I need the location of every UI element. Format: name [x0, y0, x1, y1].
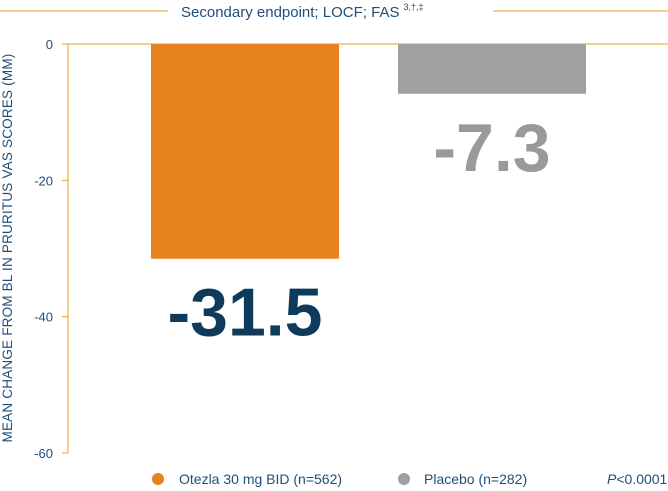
- y-tick-label: 0: [46, 37, 53, 52]
- subtitle-superscript: 3,†,‡: [403, 2, 423, 12]
- legend-label-placebo: Placebo (n=282): [424, 471, 527, 487]
- y-tick-label: -40: [34, 310, 53, 325]
- bars: [151, 44, 586, 259]
- data-label-placebo: -7.3: [433, 110, 550, 186]
- y-tick-label: -60: [34, 446, 53, 461]
- legend-swatch-otezla: [152, 473, 164, 485]
- y-tick-label: -20: [34, 173, 53, 188]
- legend-label-otezla: Otezla 30 mg BID (n=562): [179, 471, 342, 487]
- legend: Otezla 30 mg BID (n=562) Placebo (n=282): [152, 471, 527, 487]
- bar-otezla: [151, 44, 339, 259]
- y-ticks: 0 -20 -40 -60: [34, 37, 68, 461]
- data-labels: -31.5 -7.3: [168, 110, 551, 351]
- data-label-otezla: -31.5: [168, 275, 323, 351]
- chart-subtitle: Secondary endpoint; LOCF; FAS 3,†,‡: [181, 2, 423, 21]
- legend-swatch-placebo: [398, 473, 410, 485]
- p-value-annotation: P<0.0001: [607, 471, 668, 487]
- bar-placebo: [398, 44, 586, 94]
- y-axis-title: MEAN CHANGE FROM BL IN PRURITUS VAS SCOR…: [0, 54, 15, 443]
